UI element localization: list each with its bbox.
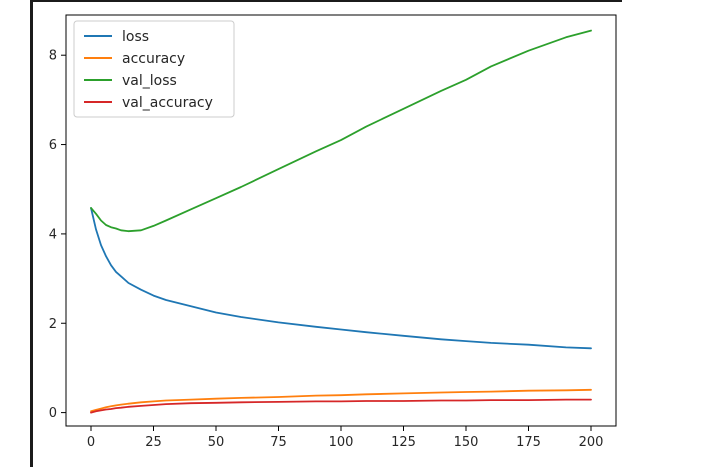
x-tick-label: 0 bbox=[87, 435, 95, 450]
x-tick-label: 100 bbox=[329, 435, 354, 450]
y-tick-label: 2 bbox=[49, 317, 57, 332]
series-line-val-accuracy bbox=[90, 398, 592, 414]
legend-label-val-accuracy: val_accuracy bbox=[122, 95, 213, 111]
y-tick-label: 8 bbox=[49, 49, 57, 64]
top-border bbox=[30, 0, 622, 2]
y-tick-label: 4 bbox=[49, 227, 57, 242]
x-tick-label: 25 bbox=[145, 435, 162, 450]
y-tick-label: 6 bbox=[49, 138, 57, 153]
y-tick-label: 0 bbox=[49, 406, 57, 421]
legend-label-loss: loss bbox=[122, 29, 149, 45]
x-tick-label: 175 bbox=[516, 435, 541, 450]
x-tick-label: 150 bbox=[454, 435, 479, 450]
x-tick-label: 50 bbox=[208, 435, 225, 450]
x-tick-label: 75 bbox=[270, 435, 287, 450]
axes: 0 25 50 75 100 125 150 175 200 0 2 4 6 8 bbox=[49, 14, 617, 450]
series-line-accuracy bbox=[90, 388, 592, 413]
x-tick-label: 125 bbox=[391, 435, 416, 450]
legend-box bbox=[73, 20, 235, 118]
left-border bbox=[30, 0, 33, 467]
series-line-val-loss bbox=[90, 29, 592, 233]
legend-label-accuracy: accuracy bbox=[122, 51, 185, 67]
series-line-loss bbox=[90, 207, 592, 350]
x-tick-label: 200 bbox=[579, 435, 604, 450]
legend: loss accuracy val_loss val_accuracy bbox=[73, 20, 235, 118]
plot-area bbox=[90, 29, 592, 414]
legend-label-val-loss: val_loss bbox=[122, 73, 177, 89]
